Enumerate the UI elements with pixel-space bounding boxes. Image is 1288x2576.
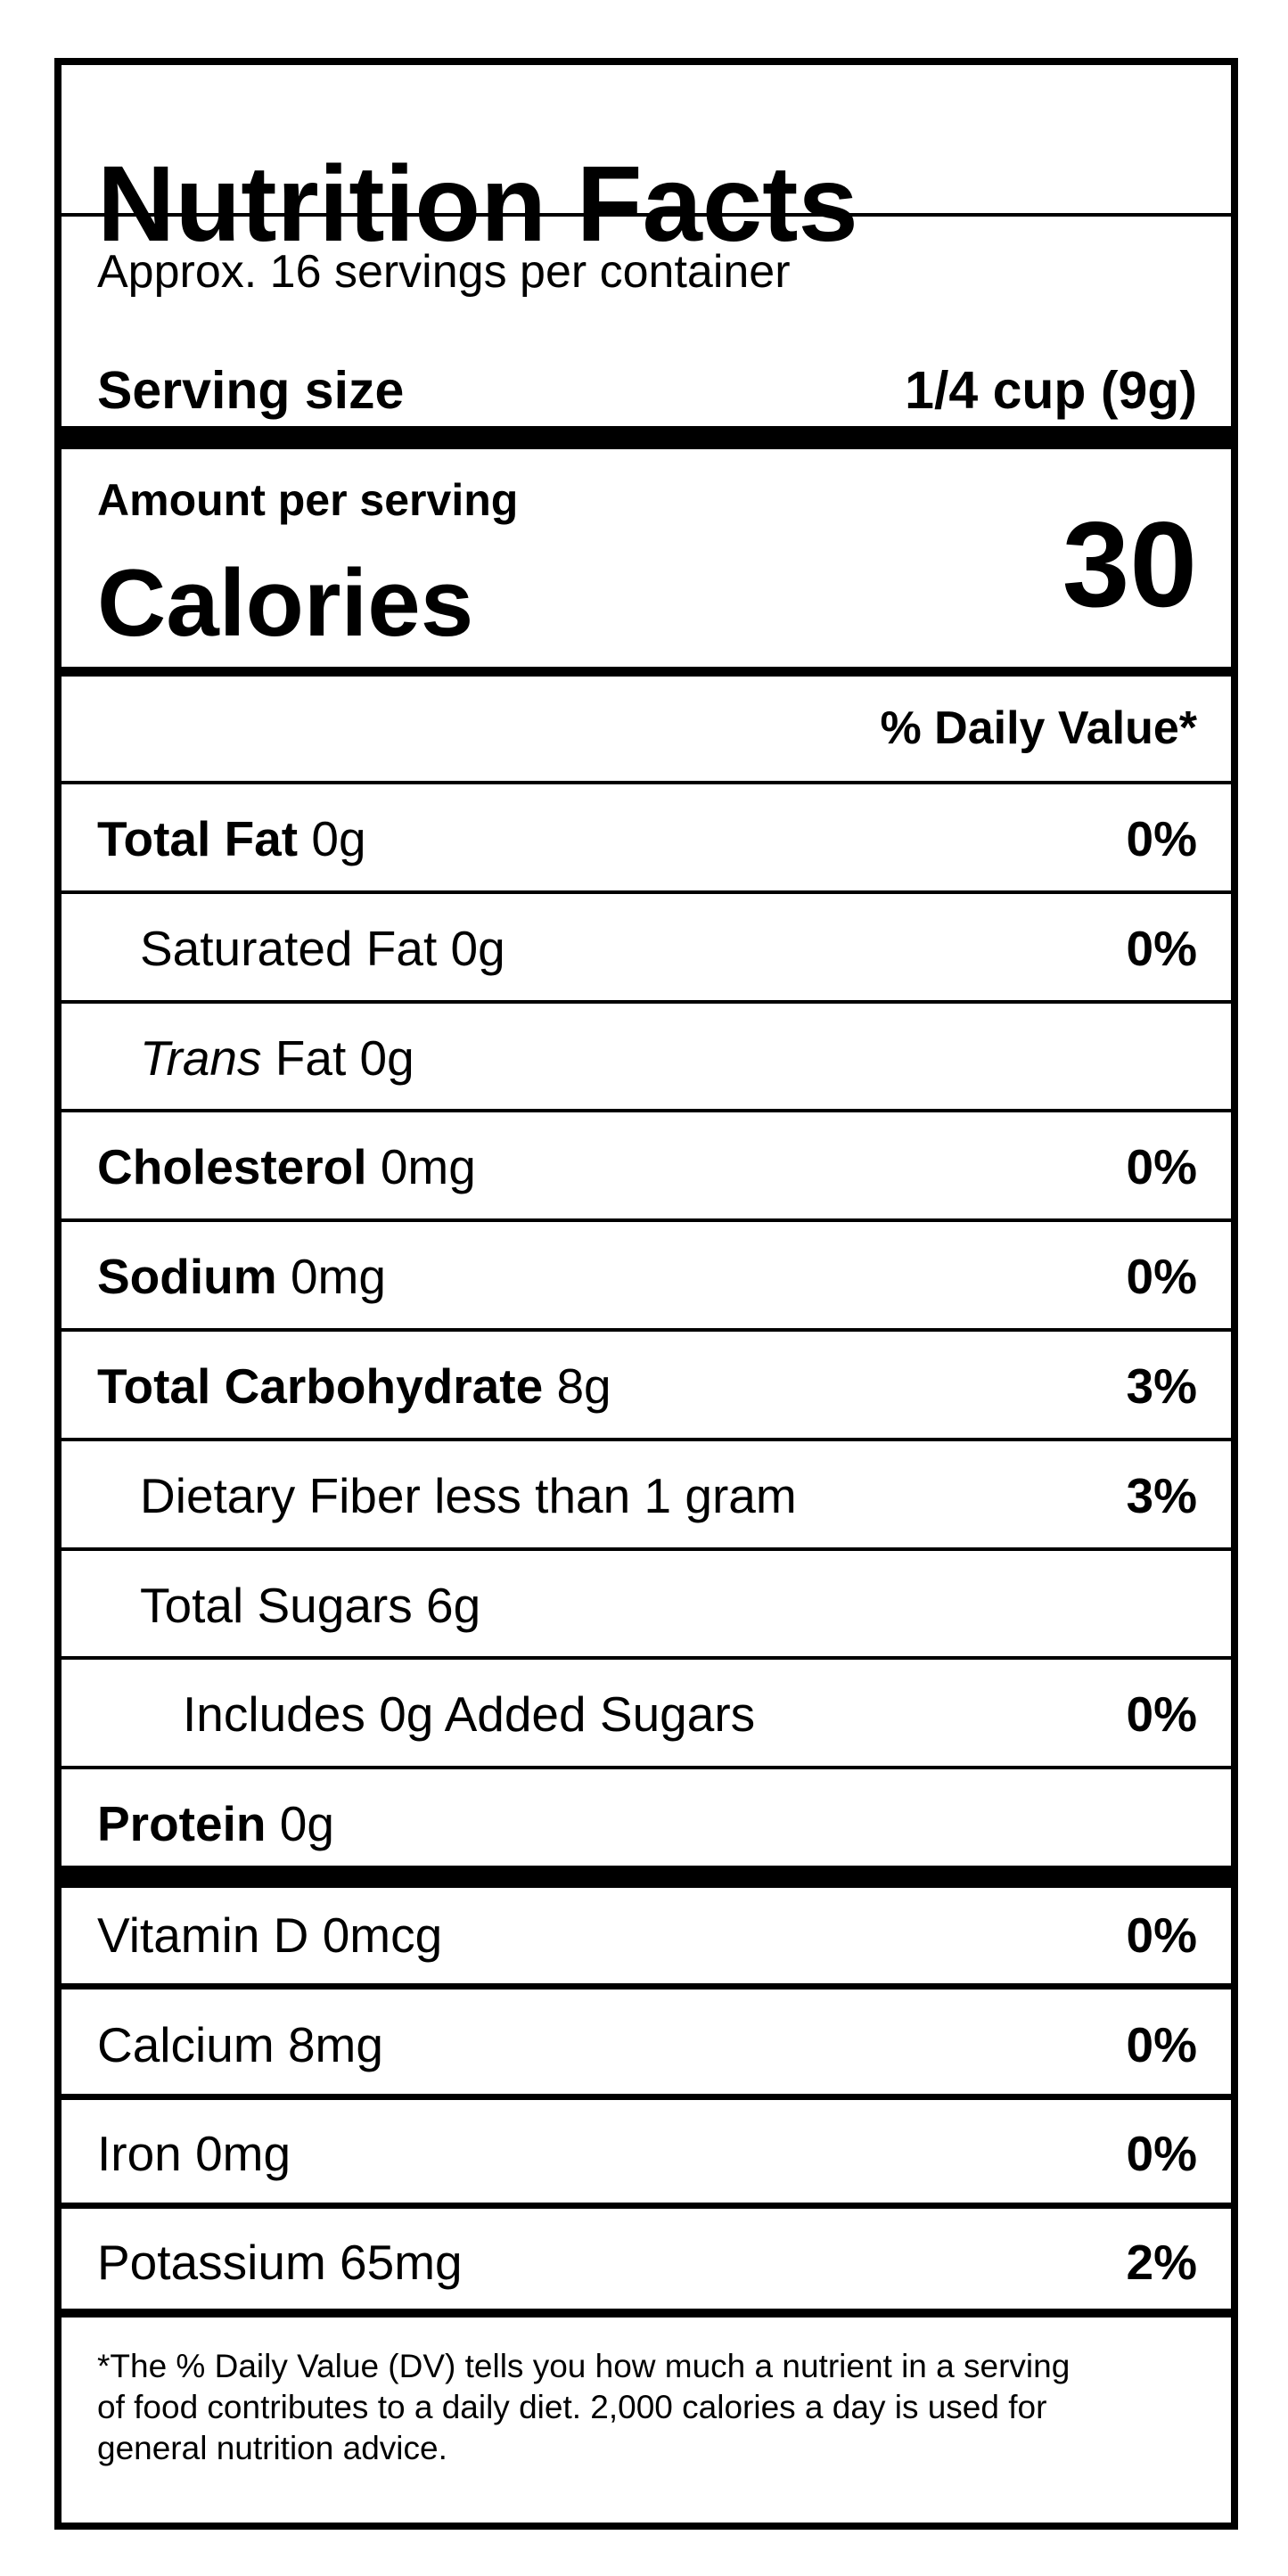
nutrient-amount: 65mg xyxy=(340,2235,463,2290)
nutrient-name: Potassium xyxy=(97,2235,326,2290)
daily-value: 0% xyxy=(1126,920,1198,976)
nutrient-row: Dietary Fiber less than 1 gram xyxy=(140,1464,797,1527)
nutrient-amount: 0mg xyxy=(380,1139,476,1195)
nutrient-row: Potassium 65mg xyxy=(97,2231,463,2293)
nutrient-row: Trans Fat 0g xyxy=(140,1027,414,1089)
divider xyxy=(62,890,1231,894)
thick-divider xyxy=(62,426,1231,449)
nutrient-name: Includes xyxy=(183,1686,365,1743)
nutrient-name: Fat xyxy=(275,1030,347,1086)
nutrient-amount: 0g xyxy=(311,811,366,866)
daily-value: 0% xyxy=(1126,811,1198,866)
nutrient-row: Saturated Fat 0g xyxy=(140,917,505,980)
nutrient-amount: less than 1 gram xyxy=(434,1467,797,1523)
divider xyxy=(62,781,1231,784)
divider xyxy=(62,1218,1231,1223)
daily-value: 0% xyxy=(1126,1686,1198,1743)
nutrient-amount: 0g xyxy=(450,920,505,976)
footnote-line: *The % Daily Value (DV) tells you how mu… xyxy=(97,2348,1071,2384)
medium-divider xyxy=(62,667,1231,677)
daily-value: 3% xyxy=(1126,1358,1198,1414)
daily-value: 0% xyxy=(1126,1907,1198,1963)
nutrient-row: Calcium 8mg xyxy=(97,2014,383,2076)
footnote-line: of food contributes to a daily diet. 2,0… xyxy=(97,2389,1047,2425)
nutrient-row: Total Fat 0g xyxy=(97,808,366,870)
nutrient-name: Total Sugars xyxy=(140,1577,413,1633)
nutrient-row: Protein 0g xyxy=(97,1793,334,1855)
nutrient-row: Total Carbohydrate 8g xyxy=(97,1355,611,1417)
divider xyxy=(62,2203,1231,2209)
nutrient-name: Cholesterol xyxy=(97,1139,367,1195)
divider xyxy=(62,2094,1231,2100)
dv-header: % Daily Value* xyxy=(880,702,1197,754)
nutrient-amount: 8g xyxy=(556,1358,611,1414)
nutrient-amount: 0mcg xyxy=(322,1907,443,1963)
title: Nutrition Facts xyxy=(97,143,858,264)
daily-value: 2% xyxy=(1126,2235,1198,2290)
servings: Approx. 16 servings per container xyxy=(97,246,791,298)
nutrient-amount: 0g xyxy=(279,1796,334,1852)
nutrient-name-italic: Trans xyxy=(140,1030,262,1086)
calories-value: 30 xyxy=(1062,496,1197,632)
divider xyxy=(62,213,1231,217)
nutrient-name: Total Fat xyxy=(97,811,299,866)
nutrient-name: Iron xyxy=(97,2126,182,2181)
nutrient-row: Cholesterol 0mg xyxy=(97,1136,476,1198)
footnote-line: general nutrition advice. xyxy=(97,2430,447,2466)
nutrient-row: Sodium 0mg xyxy=(97,1245,386,1308)
nutrient-amount: 0g xyxy=(359,1030,414,1086)
serving-size-value: 1/4 cup (9g) xyxy=(905,361,1197,420)
daily-value: 0% xyxy=(1126,2126,1198,2181)
nutrient-amount: 6g xyxy=(426,1577,481,1633)
thick-divider xyxy=(62,1866,1231,1888)
daily-value: 3% xyxy=(1126,1467,1198,1523)
nutrient-amount: 0mg xyxy=(195,2126,291,2181)
amount-per-serving: Amount per serving xyxy=(97,475,519,525)
divider xyxy=(62,2309,1231,2318)
nutrient-row: Iron 0mg xyxy=(97,2122,291,2185)
nutrient-amount: 8mg xyxy=(287,2017,383,2072)
nutrient-name: Saturated Fat xyxy=(140,920,438,976)
divider xyxy=(62,1328,1231,1332)
divider xyxy=(62,1766,1231,1770)
daily-value: 0% xyxy=(1126,2017,1198,2072)
nutrient-row: Vitamin D 0mcg xyxy=(97,1904,442,1966)
nutrient-amount: 0g Added Sugars xyxy=(379,1686,756,1743)
nutrient-name: Calcium xyxy=(97,2017,275,2072)
nutrient-name: Protein xyxy=(97,1796,267,1852)
daily-value: 0% xyxy=(1126,1139,1198,1195)
nutrient-row: Includes 0g Added Sugars xyxy=(183,1683,755,1745)
divider xyxy=(62,999,1231,1004)
nutrient-name: Dietary Fiber xyxy=(140,1467,421,1523)
nutrient-amount: 0mg xyxy=(290,1249,386,1305)
divider xyxy=(62,1983,1231,1989)
divider xyxy=(62,1109,1231,1113)
nutrition-label: Nutrition Facts Approx. 16 servings per … xyxy=(54,58,1238,2530)
calories-label: Calories xyxy=(97,549,474,656)
divider xyxy=(62,1437,1231,1441)
divider xyxy=(62,1656,1231,1661)
divider xyxy=(62,1546,1231,1551)
nutrient-name: Vitamin D xyxy=(97,1907,309,1963)
daily-value: 0% xyxy=(1126,1249,1198,1305)
nutrient-name: Total Carbohydrate xyxy=(97,1358,544,1414)
nutrient-row: Total Sugars 6g xyxy=(140,1574,480,1637)
nutrient-name: Sodium xyxy=(97,1249,277,1305)
serving-size-label: Serving size xyxy=(97,361,405,420)
